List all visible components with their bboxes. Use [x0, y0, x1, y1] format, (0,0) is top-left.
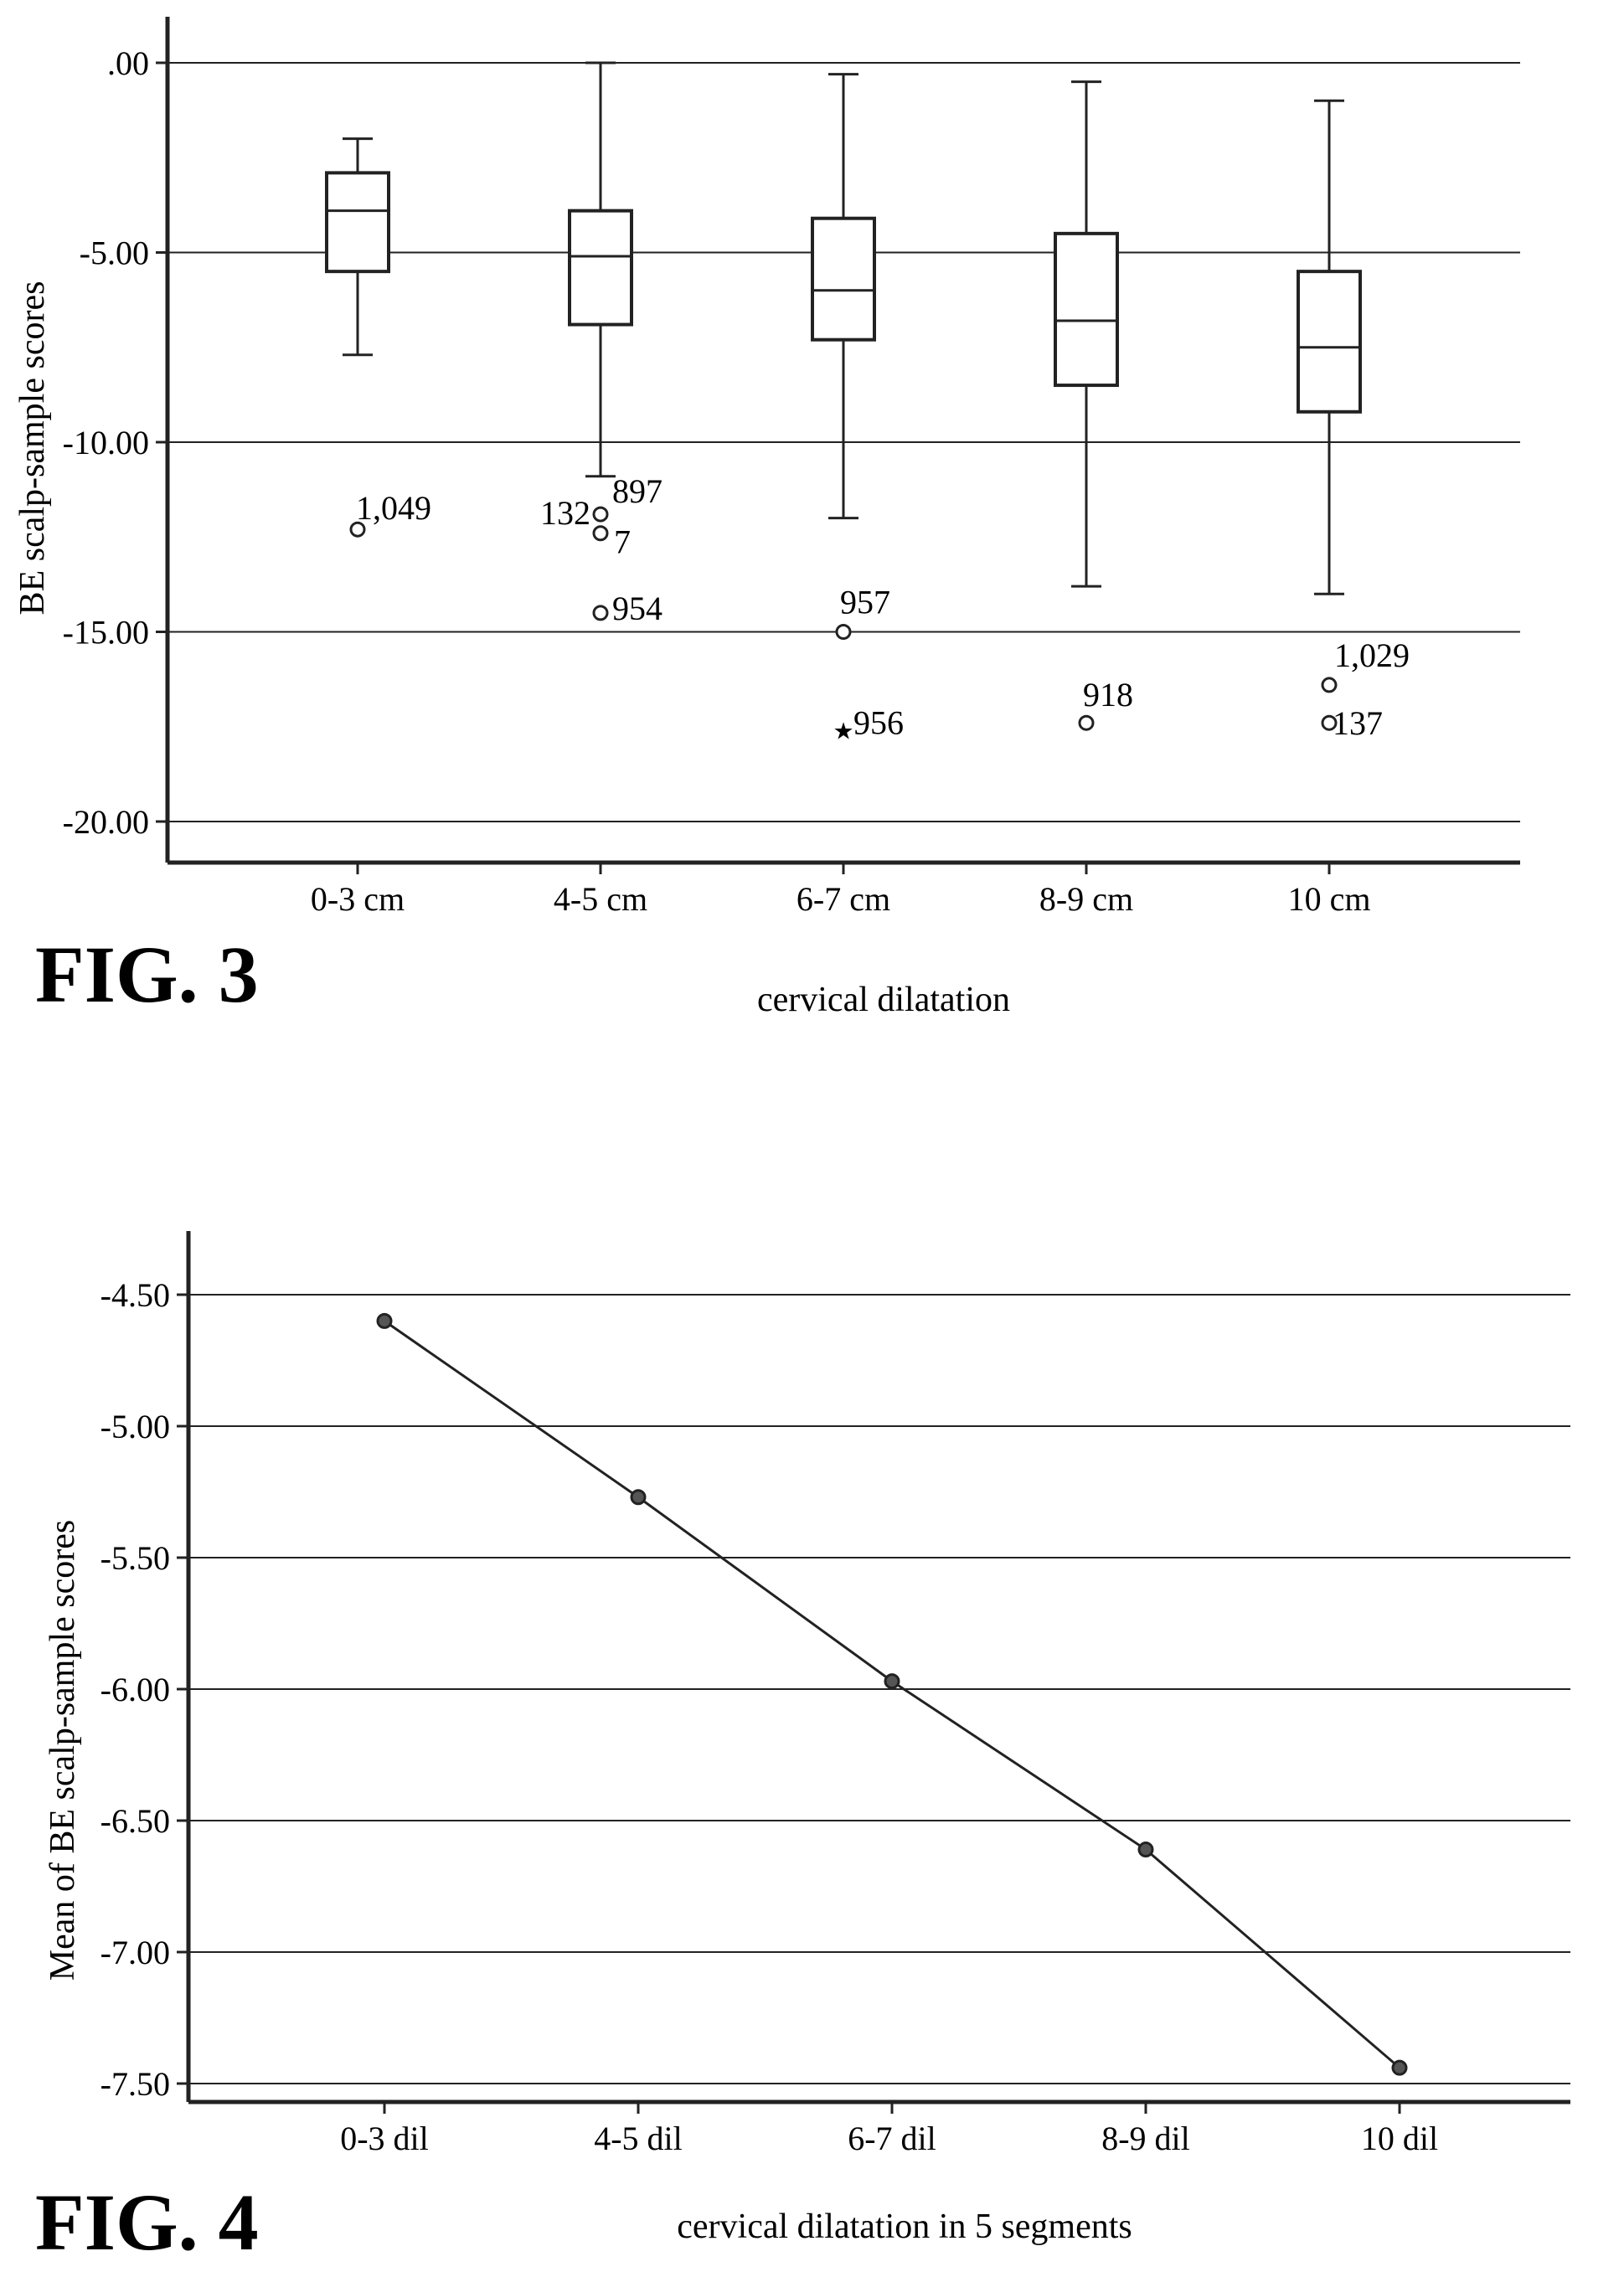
series-path	[384, 1320, 1400, 2069]
x-axis-label: cervical dilatation in 5 segments	[677, 2207, 1132, 2246]
boxes	[325, 61, 1362, 595]
outlier-label: 954	[612, 590, 662, 627]
outlier-marker	[592, 605, 609, 621]
y-tick-labels: -4.50 -5.00 -5.50 -6.00 -6.50 -7.00 -7.50	[101, 1276, 170, 2103]
outlier-label: 1,049	[356, 489, 431, 527]
box-10-cm	[1297, 99, 1362, 595]
y-tick-label: -7.00	[101, 1934, 170, 1971]
y-tick-label: -5.50	[101, 1539, 170, 1577]
axes	[177, 1231, 1570, 2114]
x-tick-label: 4-5 cm	[554, 880, 647, 918]
box-6-7-cm	[811, 73, 876, 520]
outlier-marker	[349, 521, 366, 538]
y-tick-label: .00	[107, 44, 149, 82]
y-tick-label: -10.00	[63, 424, 149, 461]
outlier: 1,049	[349, 489, 431, 538]
extreme-marker: ★	[833, 719, 853, 744]
y-tick-label: -7.50	[101, 2065, 170, 2103]
outliers: 1,049 897 132 7 954 957 ★ 956 918 1,029 137	[349, 472, 1410, 744]
data-point-10-dil	[1391, 2059, 1408, 2076]
x-tick-labels: 0-3 cm 4-5 cm 6-7 cm 8-9 cm 10 cm	[311, 880, 1371, 918]
outlier-marker	[1321, 677, 1338, 693]
figure-label: FIG. 3	[35, 930, 259, 1019]
outlier-label: 897	[612, 472, 662, 510]
outlier: 957	[835, 584, 890, 640]
line-chart: -4.50 -5.00 -5.50 -6.00 -6.50 -7.00 -7.50 0-3 …	[35, 1231, 1570, 2267]
y-tick-label: -5.00	[80, 234, 149, 272]
outlier-marker	[1321, 714, 1338, 731]
x-tick-label: 0-3 cm	[311, 880, 405, 918]
x-axis-label: cervical dilatation	[757, 981, 1010, 1019]
y-tick-label: -15.00	[63, 614, 149, 652]
box-iqr	[1054, 231, 1119, 388]
x-tick-label: 6-7 cm	[797, 880, 890, 918]
x-tick-label: 8-9 cm	[1039, 880, 1133, 918]
outlier-label: 918	[1083, 676, 1133, 713]
box-iqr	[1297, 270, 1362, 414]
y-axis-label: BE scalp-sample scores	[13, 281, 52, 616]
figure-label: FIG. 4	[35, 2177, 259, 2267]
axes	[156, 17, 1520, 874]
x-tick-label: 8-9 dil	[1101, 2120, 1190, 2157]
x-tick-label: 6-7 dil	[848, 2120, 936, 2157]
box-8-9-cm	[1054, 80, 1119, 588]
y-axis-label: Mean of BE scalp-sample scores	[44, 1520, 82, 1981]
x-tick-label: 10 dil	[1361, 2120, 1438, 2157]
outlier-label: 957	[840, 584, 890, 621]
data-point-4-5-dil	[630, 1489, 647, 1506]
y-gridlines	[188, 1294, 1570, 2084]
outlier: 132	[540, 494, 590, 532]
outlier-marker	[1078, 714, 1095, 731]
x-tick-labels: 0-3 dil 4-5 dil 6-7 dil 8-9 dil 10 dil	[340, 2120, 1438, 2157]
y-tick-label: -20.00	[63, 803, 149, 841]
outlier: 954	[592, 590, 662, 627]
outlier-label: 1,029	[1334, 636, 1410, 674]
outlier: 1,029	[1321, 636, 1410, 693]
outlier-label: 956	[853, 703, 904, 741]
outlier: ★ 956	[833, 703, 904, 744]
x-tick-label: 0-3 dil	[340, 2120, 429, 2157]
outlier: 137	[1321, 704, 1383, 742]
box-4-5-cm	[568, 61, 633, 478]
outlier-marker	[592, 506, 609, 523]
y-tick-label: -6.50	[101, 1802, 170, 1840]
box-iqr	[325, 171, 390, 274]
outlier-label: 7	[614, 523, 631, 561]
x-tick-label: 4-5 dil	[594, 2120, 683, 2157]
outlier: 7	[592, 523, 631, 561]
y-tick-labels: .00 -5.00 -10.00 -15.00 -20.00	[63, 44, 149, 841]
box-iqr	[568, 209, 633, 327]
outlier: 918	[1078, 676, 1133, 731]
y-tick-label: -6.00	[101, 1671, 170, 1708]
box-0-3-cm	[325, 137, 390, 357]
outlier: 897	[592, 472, 662, 523]
data-point-6-7-dil	[884, 1673, 900, 1690]
outlier-label: 137	[1333, 704, 1383, 742]
data-point-8-9-dil	[1137, 1842, 1154, 1858]
series-line	[376, 1312, 1408, 2076]
data-point-0-3-dil	[376, 1312, 393, 1329]
outlier-marker	[835, 624, 852, 640]
outlier-label: 132	[540, 494, 590, 532]
box-iqr	[811, 216, 876, 342]
outlier-marker	[592, 525, 609, 542]
y-tick-label: -4.50	[101, 1276, 170, 1314]
box-plot-chart: .00 -5.00 -10.00 -15.00 -20.00 0-3 cm 4-5 cm 6…	[13, 17, 1520, 1019]
y-tick-label: -5.00	[101, 1408, 170, 1445]
x-tick-label: 10 cm	[1288, 880, 1371, 918]
